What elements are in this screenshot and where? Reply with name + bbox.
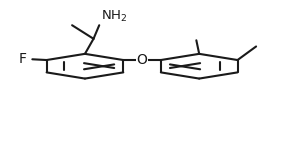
Text: O: O — [137, 53, 148, 67]
Text: F: F — [19, 52, 27, 66]
Text: NH$_2$: NH$_2$ — [101, 9, 127, 24]
